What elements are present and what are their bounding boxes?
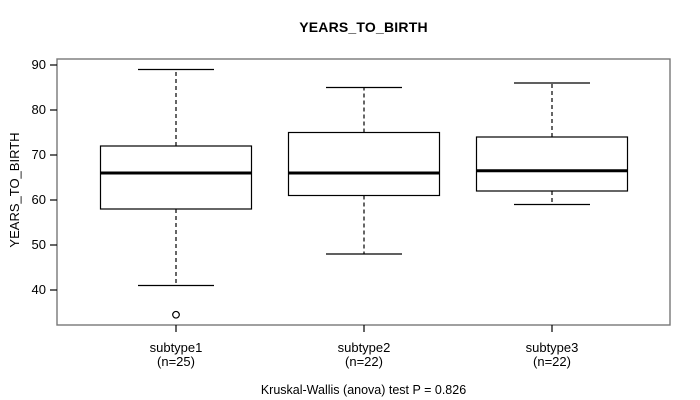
y-tick-label: 70 bbox=[31, 147, 46, 162]
y-tick-label: 90 bbox=[31, 57, 46, 72]
stat-test-caption: Kruskal-Wallis (anova) test P = 0.826 bbox=[260, 383, 467, 397]
iqr-box bbox=[287, 131, 441, 197]
group-name: subtype1 bbox=[149, 340, 203, 355]
x-category-label: subtype2 (n=22) bbox=[289, 341, 439, 368]
y-tick-label: 60 bbox=[31, 192, 46, 207]
y-tick-label: 80 bbox=[31, 102, 46, 117]
chart-title: YEARS_TO_BIRTH bbox=[299, 19, 428, 35]
x-category-label: subtype1 (n=25) bbox=[101, 341, 251, 368]
group-name: subtype2 bbox=[337, 340, 391, 355]
iqr-box bbox=[99, 145, 253, 210]
iqr-box bbox=[475, 136, 629, 192]
group-count: (n=22) bbox=[533, 353, 571, 369]
group-count: (n=22) bbox=[345, 353, 383, 369]
y-tick-label: 50 bbox=[31, 237, 46, 252]
group-count: (n=25) bbox=[157, 353, 195, 369]
y-axis-label: YEARS_TO_BIRTH bbox=[7, 132, 22, 248]
x-category-label: subtype3 (n=22) bbox=[477, 341, 627, 368]
group-name: subtype3 bbox=[525, 340, 579, 355]
outlier-point bbox=[172, 310, 180, 319]
y-tick-label: 40 bbox=[31, 282, 46, 297]
